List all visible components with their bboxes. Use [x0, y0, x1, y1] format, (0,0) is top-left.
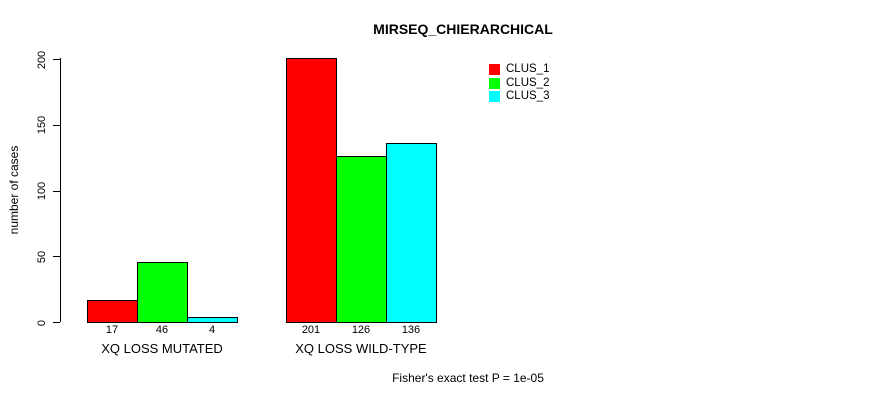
y-axis-tick: [53, 322, 60, 323]
bar-value-label: 126: [351, 324, 371, 336]
bar-clus_1-2: [286, 58, 337, 323]
bar-value-label: 46: [155, 324, 169, 336]
y-axis-tick-label: 50: [36, 250, 48, 263]
y-axis-tick: [53, 59, 60, 60]
chart-title: MIRSEQ_CHIERARCHICAL: [373, 21, 553, 37]
legend-swatch-clus_3: [489, 91, 500, 102]
y-axis-tick: [53, 190, 60, 192]
bar-value-label: 201: [301, 324, 321, 336]
y-axis-tick: [53, 124, 60, 126]
subtitle-stat-test: Fisher's exact test P = 1e-05: [392, 371, 544, 385]
y-axis-tick-label: 200: [36, 50, 48, 69]
bar-clus_2-1: [137, 262, 188, 323]
legend-label: CLUS_3: [506, 90, 550, 102]
legend-label: CLUS_1: [506, 63, 550, 75]
bar-value-label: 136: [401, 324, 421, 336]
category-label: XQ LOSS MUTATED: [101, 341, 223, 356]
bar-value-label: 17: [105, 324, 119, 336]
y-axis-tick-label: 100: [36, 181, 48, 201]
bar-clus_3-1: [187, 317, 238, 323]
y-axis-tick-label: 150: [36, 116, 48, 135]
legend-swatch-clus_1: [489, 64, 500, 75]
y-axis-title: number of cases: [7, 145, 21, 235]
y-axis-tick: [53, 256, 60, 258]
legend-swatch-clus_2: [489, 77, 500, 89]
bar-clus_1-1: [87, 300, 138, 323]
legend-label: CLUS_2: [506, 76, 550, 89]
y-axis-line: [60, 58, 61, 322]
y-axis-tick-label: 0: [36, 319, 48, 326]
category-label: XQ LOSS WILD-TYPE: [295, 341, 427, 356]
bar-clus_2-2: [336, 156, 387, 323]
bar-clus_3-2: [386, 143, 437, 323]
bar-value-label: 4: [208, 324, 216, 336]
